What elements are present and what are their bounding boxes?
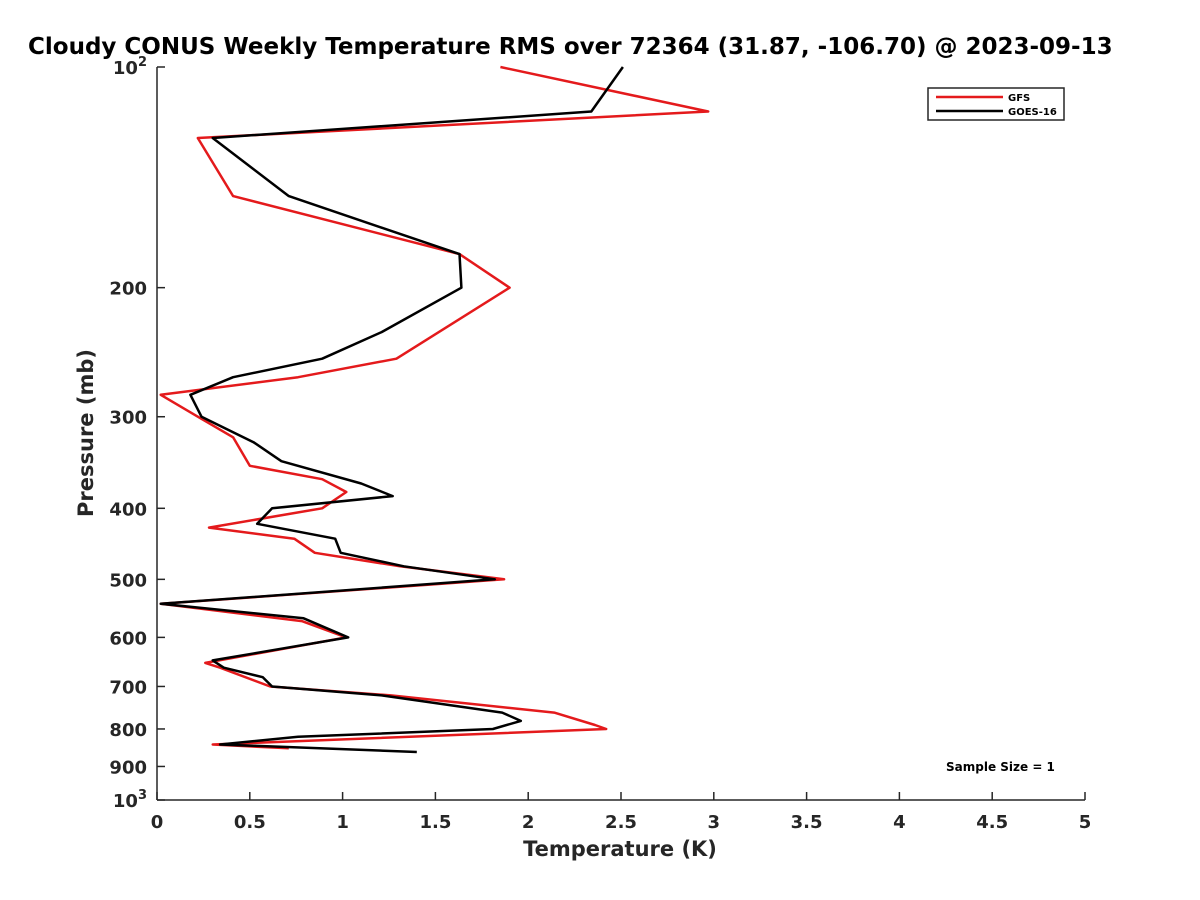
y-axis-label: Pressure (mb) [74,349,98,517]
x-tick-label: 3 [708,812,721,833]
legend-label: GFS [1008,93,1030,104]
y-tick-exponent: 3 [138,788,147,803]
legend-box [927,87,1065,121]
legend: GFS GOES-16 [927,87,1065,121]
series-line-goes-16 [159,66,624,754]
y-tick-label: 300 [109,408,147,429]
y-tick-label: 400 [109,499,147,520]
y-tick-label: 600 [109,628,147,649]
x-tick-label: 4 [893,812,906,833]
y-tick-label: 500 [109,570,147,591]
x-axis-label: Temperature (K) [523,837,717,861]
series-group [159,65,710,754]
legend-label: GOES-16 [1008,107,1057,118]
y-tick-label: 900 [109,757,147,778]
x-tick-label: 5 [1079,812,1092,833]
x-tick-label: 2.5 [605,812,637,833]
y-tick-label: 200 [109,279,147,300]
chart-title: Cloudy CONUS Weekly Temperature RMS over… [28,34,1113,60]
sample-size-annotation: Sample Size = 1 [946,760,1055,774]
y-tick-base: 10 [113,791,138,812]
x-tick-label: 3.5 [791,812,823,833]
x-tick-label: 4.5 [976,812,1008,833]
y-tick-exponent: 2 [138,55,147,70]
y-tick-label: 700 [109,677,147,698]
x-tick-label: 1.5 [419,812,451,833]
x-tick-label: 0.5 [234,812,266,833]
x-tick-label: 1 [336,812,349,833]
x-tick-label: 0 [151,812,164,833]
y-tick-base: 10 [113,58,138,79]
y-tick-label: 800 [109,720,147,741]
x-tick-label: 2 [522,812,535,833]
x-ticks: 0 0.5 1 1.5 2 2.5 3 3.5 4 4.5 5 [151,792,1092,833]
y-tick-label: 103 [113,788,147,812]
y-tick-label: 102 [113,55,147,79]
